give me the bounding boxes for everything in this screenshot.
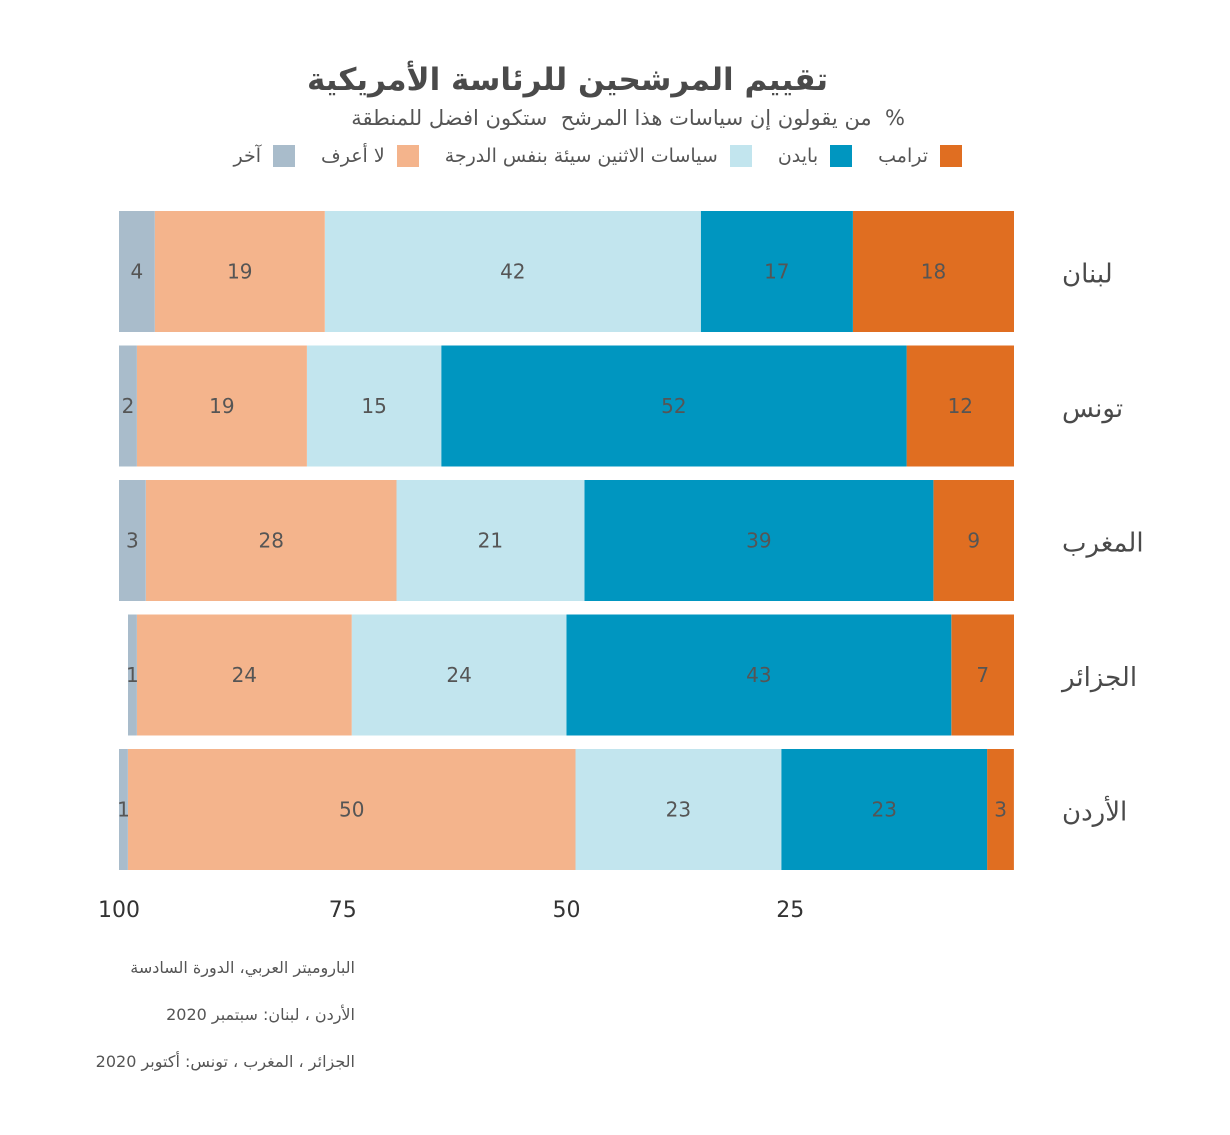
bar-segment-dont_know bbox=[145, 480, 397, 601]
date-note-jordan-lebanon: الأردن ، لبنان: سبتمبر 2020 bbox=[166, 1005, 355, 1024]
x-tick-label: 75 bbox=[329, 898, 357, 923]
data-label-biden: 17 bbox=[764, 260, 789, 284]
bar-segment-biden bbox=[566, 614, 952, 736]
bar-segment-biden bbox=[441, 345, 907, 467]
bar-segment-both_bad bbox=[351, 614, 567, 736]
data-label-both_bad: 42 bbox=[500, 260, 525, 284]
bar-segment-biden bbox=[700, 211, 853, 332]
legend-swatch-both-bad bbox=[729, 145, 752, 167]
bar-segment-both_bad bbox=[324, 211, 701, 332]
data-label-dont_know: 28 bbox=[258, 529, 283, 553]
legend-item-trump: ترامب bbox=[878, 145, 962, 167]
data-label-both_bad: 21 bbox=[478, 529, 503, 553]
category-label: الجزائر bbox=[1060, 663, 1137, 693]
legend-swatch-dont-know bbox=[396, 145, 419, 167]
legend-swatch-biden bbox=[830, 145, 853, 167]
source-notes: الباروميتر العربي، الدورة السادسة الأردن… bbox=[0, 955, 355, 1096]
legend-label-both-bad: سياسات الاثنين سيئة بنفس الدرجة bbox=[444, 145, 718, 167]
bar-segment-biden bbox=[584, 480, 934, 601]
data-label-trump: 3 bbox=[994, 798, 1007, 822]
data-label-both_bad: 24 bbox=[446, 663, 471, 687]
data-label-trump: 18 bbox=[921, 260, 946, 284]
data-label-dont_know: 19 bbox=[209, 394, 234, 418]
legend-item-dont-know: لا أعرف bbox=[321, 145, 419, 167]
bar-segment-other bbox=[128, 614, 137, 736]
data-label-biden: 39 bbox=[746, 529, 771, 553]
category-label: لبنان bbox=[1062, 260, 1113, 290]
bar-segment-dont_know bbox=[136, 614, 352, 736]
legend: ترامب بايدن سياسات الاثنين سيئة بنفس الد… bbox=[208, 145, 962, 167]
x-tick-label: 25 bbox=[776, 898, 804, 923]
bar-segment-other bbox=[119, 480, 146, 601]
x-tick-label: 100 bbox=[98, 898, 140, 923]
legend-label-trump: ترامب bbox=[878, 145, 928, 167]
legend-item-other: آخر bbox=[234, 145, 296, 167]
data-label-biden: 23 bbox=[871, 798, 896, 822]
data-label-dont_know: 19 bbox=[227, 260, 252, 284]
bar-segment-trump bbox=[933, 480, 1014, 601]
chart-title: تقييم المرشحين للرئاسة الأمريكية bbox=[306, 62, 829, 98]
legend-label-dont-know: لا أعرف bbox=[321, 145, 385, 167]
bar-segment-trump bbox=[852, 211, 1014, 332]
data-label-dont_know: 24 bbox=[232, 663, 257, 687]
date-note-algeria-morocco-tunisia: الجزائر ، المغرب ، تونس: أكتوبر 2020 bbox=[95, 1052, 355, 1071]
category-label: تونس bbox=[1062, 394, 1123, 424]
legend-item-both-bad: سياسات الاثنين سيئة بنفس الدرجة bbox=[445, 145, 752, 167]
bar-segment-other bbox=[119, 749, 128, 870]
chart-subtitle: % من يقولون إن سياسات هذا المرشح ستكون ا… bbox=[351, 106, 905, 130]
data-label-trump: 7 bbox=[976, 663, 989, 687]
bar-segment-both_bad bbox=[307, 345, 442, 467]
legend-swatch-trump bbox=[940, 145, 962, 167]
bar-segment-dont_know bbox=[128, 749, 576, 870]
bar-segment-dont_know bbox=[136, 345, 307, 467]
data-label-both_bad: 23 bbox=[666, 798, 691, 822]
data-label-other: 1 bbox=[126, 663, 139, 687]
legend-label-biden: بايدن bbox=[777, 145, 819, 167]
data-label-trump: 9 bbox=[967, 529, 980, 553]
data-label-other: 3 bbox=[126, 529, 139, 553]
category-label: الأردن bbox=[1062, 795, 1127, 828]
data-label-other: 1 bbox=[117, 798, 130, 822]
legend-item-biden: بايدن bbox=[777, 145, 853, 167]
data-label-other: 2 bbox=[122, 394, 135, 418]
bar-segment-dont_know bbox=[154, 211, 325, 332]
legend-swatch-other bbox=[273, 145, 296, 167]
bar-segment-both_bad bbox=[396, 480, 585, 601]
data-label-dont_know: 50 bbox=[339, 798, 364, 822]
data-label-trump: 12 bbox=[948, 394, 973, 418]
bar-segment-other bbox=[119, 211, 155, 332]
category-label: المغرب bbox=[1062, 529, 1144, 559]
source-note: الباروميتر العربي، الدورة السادسة bbox=[130, 958, 355, 977]
data-label-biden: 43 bbox=[746, 663, 771, 687]
data-label-other: 4 bbox=[131, 260, 144, 284]
bar-segment-trump bbox=[906, 345, 1014, 467]
bar-segment-both_bad bbox=[575, 749, 782, 870]
bar-segment-trump bbox=[951, 614, 1014, 736]
bar-segment-trump bbox=[987, 749, 1014, 870]
data-label-biden: 52 bbox=[661, 394, 686, 418]
legend-label-other: آخر bbox=[233, 145, 262, 167]
data-label-both_bad: 15 bbox=[361, 394, 386, 418]
bar-segment-other bbox=[119, 345, 137, 467]
x-tick-label: 50 bbox=[553, 898, 581, 923]
bar-segment-biden bbox=[781, 749, 988, 870]
